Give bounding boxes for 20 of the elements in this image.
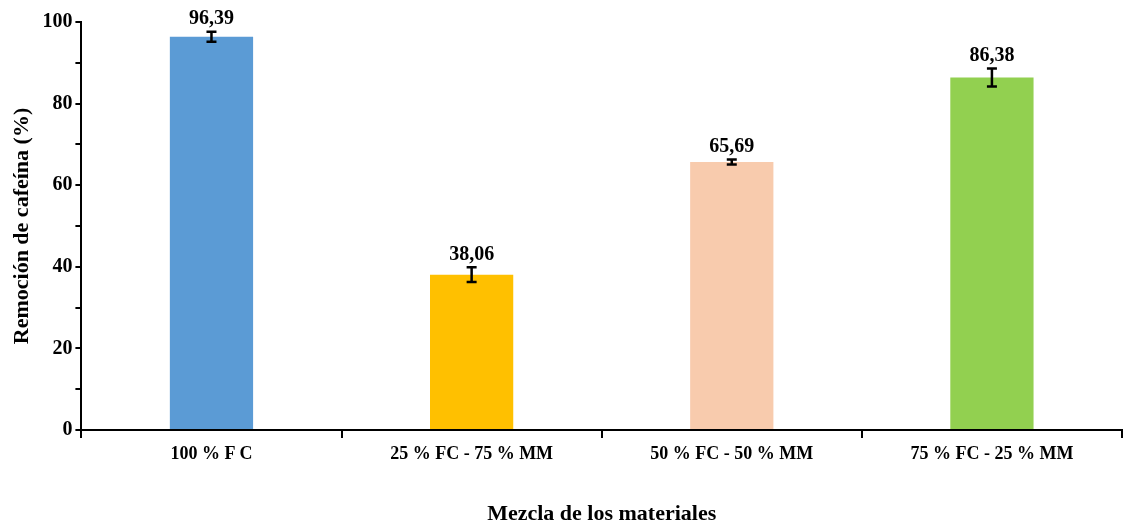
x-axis-title: Mezcla de los materiales (487, 500, 717, 526)
data-label: 86,38 (969, 42, 1015, 65)
data-label: 96,39 (188, 6, 234, 28)
y-tick-label: 80 (52, 90, 73, 113)
x-tick-label: 75 % FC - 25 % MM (910, 443, 1074, 464)
bar (430, 274, 514, 429)
bar (950, 77, 1034, 429)
y-tick-label: 100 (42, 9, 73, 32)
x-tick-label: 50 % FC - 50 % MM (650, 443, 814, 464)
y-tick-label: 40 (52, 253, 73, 276)
y-tick-label: 0 (62, 417, 73, 440)
y-axis-title: Remoción de cafeína (%) (7, 107, 33, 345)
bar (169, 36, 254, 429)
data-label: 38,06 (449, 241, 495, 264)
x-tick-label: 25 % FC - 75 % MM (390, 443, 554, 464)
y-tick-label: 20 (52, 335, 73, 358)
bar (690, 161, 774, 429)
x-tick-label: 100 % F C (170, 443, 253, 464)
y-tick-label: 60 (52, 172, 73, 195)
data-label: 65,69 (709, 133, 755, 156)
